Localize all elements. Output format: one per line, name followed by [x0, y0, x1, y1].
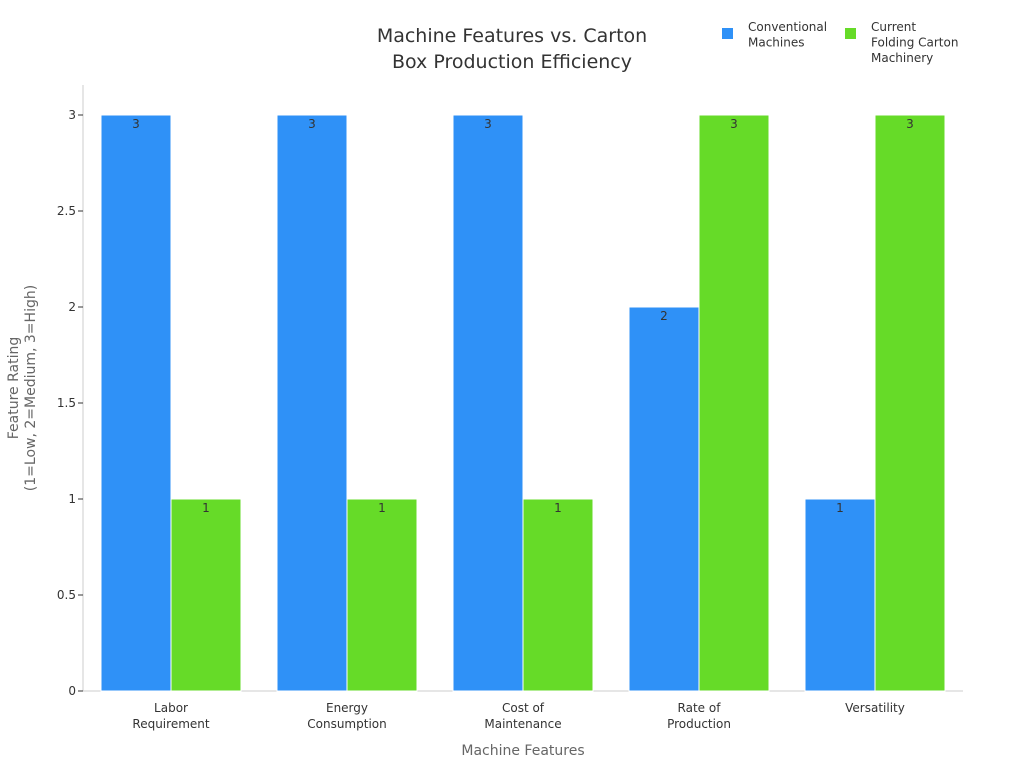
data-label: 2 — [660, 309, 668, 323]
data-label: 1 — [202, 501, 210, 515]
data-label: 3 — [132, 117, 140, 131]
data-label: 3 — [484, 117, 492, 131]
x-tick-label: Production — [667, 717, 731, 731]
legend-label: Current — [871, 20, 916, 34]
y-tick-label: 1 — [68, 492, 76, 506]
legend-swatch — [722, 28, 733, 39]
legend-label: Folding Carton — [871, 36, 958, 50]
y-tick-label: 1.5 — [57, 396, 76, 410]
y-axis-title-line: Feature Rating — [6, 337, 22, 440]
data-label: 1 — [836, 501, 844, 515]
x-tick-label: Requirement — [132, 717, 209, 731]
y-axis-title: Feature Rating(1=Low, 2=Medium, 3=High) — [6, 285, 39, 491]
bar — [276, 114, 348, 692]
data-label: 3 — [730, 117, 738, 131]
x-tick-label: Maintenance — [484, 717, 561, 731]
chart-title: Machine Features vs. Carton Box Productio… — [377, 25, 647, 73]
data-label: 1 — [554, 501, 562, 515]
bar — [100, 114, 172, 692]
x-axis: Labor Requirement Energy Consumption Cost of… — [83, 690, 963, 731]
data-label: 1 — [378, 501, 386, 515]
y-tick-label: 2.5 — [57, 204, 76, 218]
x-axis-title: Machine Features — [461, 743, 584, 759]
legend: Conventional Machines Current Folding Carto… — [722, 20, 958, 65]
bars — [100, 114, 946, 692]
x-tick-label: Labor — [154, 701, 188, 715]
data-label: 3 — [906, 117, 914, 131]
legend-label: Machines — [748, 36, 804, 50]
y-axis: 0 0.5 1 1.5 2 2.5 3 — [57, 85, 84, 698]
y-tick-label: 2 — [68, 300, 76, 314]
legend-label: Conventional — [748, 20, 827, 34]
bar — [170, 498, 242, 692]
chart-title-line: Machine Features vs. Carton — [377, 25, 647, 47]
bar — [346, 498, 418, 692]
legend-label: Machinery — [871, 51, 933, 65]
y-tick-label: 3 — [68, 108, 76, 122]
bar — [628, 306, 700, 692]
bar — [452, 114, 524, 692]
y-tick-label: 0 — [68, 684, 76, 698]
y-tick-label: 0.5 — [57, 588, 76, 602]
x-tick-label: Cost of — [502, 701, 545, 715]
x-tick-label: Energy — [326, 701, 368, 715]
bar — [522, 498, 594, 692]
x-tick-label: Rate of — [678, 701, 722, 715]
x-tick-label: Versatility — [845, 701, 905, 715]
data-labels: 3 1 3 1 3 1 2 3 1 3 — [132, 117, 914, 515]
chart-title-line: Box Production Efficiency — [392, 51, 632, 73]
x-tick-label: Consumption — [307, 717, 386, 731]
legend-swatch — [845, 28, 856, 39]
data-label: 3 — [308, 117, 316, 131]
bar — [874, 114, 946, 692]
y-axis-title-line: (1=Low, 2=Medium, 3=High) — [23, 285, 39, 491]
bar — [804, 498, 876, 692]
bar — [698, 114, 770, 692]
axis-titles: Machine Features Feature Rating(1=Low, 2=… — [6, 285, 585, 759]
